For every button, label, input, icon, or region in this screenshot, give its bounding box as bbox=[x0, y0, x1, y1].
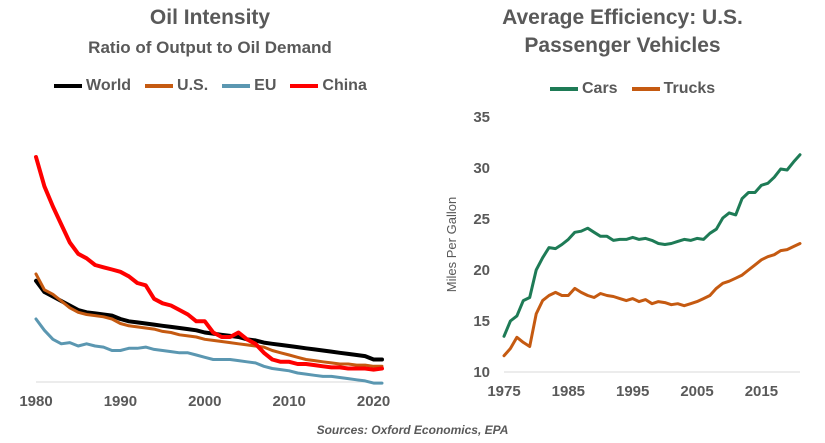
legend-label-china: China bbox=[322, 77, 367, 94]
y-tick-label: 35 bbox=[473, 109, 490, 126]
series-line-eu bbox=[34, 317, 384, 385]
y-axis-label: Miles Per Gallon bbox=[444, 197, 459, 292]
legend-item-eu: EU bbox=[222, 77, 276, 95]
legend-swatch-u-s bbox=[145, 84, 174, 88]
x-tick-label: 1995 bbox=[616, 383, 649, 400]
oil-intensity-chart: Oil Intensity Ratio of Output to Oil Dem… bbox=[0, 0, 420, 420]
oil-intensity-title: Oil Intensity bbox=[149, 6, 271, 29]
series-line-u-s bbox=[34, 272, 384, 368]
x-tick-label: 2010 bbox=[272, 393, 305, 410]
legend-swatch-china bbox=[290, 84, 319, 88]
vehicle-efficiency-plot: 1975 1985 1995 2005 2015 10 15 20 25 30 35 Miles Pe… bbox=[444, 109, 802, 400]
legend-label-trucks: Trucks bbox=[663, 80, 716, 97]
legend-swatch-cars bbox=[550, 87, 578, 91]
source-note: Sources: Oxford Economics, EPA bbox=[316, 423, 509, 437]
legend-swatch-eu bbox=[222, 84, 251, 88]
legend-label-world: World bbox=[86, 77, 132, 94]
x-tick-label: 1980 bbox=[19, 393, 52, 410]
y-tick-label: 30 bbox=[473, 160, 490, 177]
legend-item-trucks: Trucks bbox=[631, 80, 716, 98]
vehicle-efficiency-title-line-2: Passenger Vehicles bbox=[524, 34, 721, 57]
oil-intensity-subtitle: Ratio of Output to Oil Demand bbox=[88, 38, 332, 57]
y-tick-label: 20 bbox=[473, 262, 490, 279]
x-tick-label: 1975 bbox=[487, 383, 520, 400]
legend-label-u-s: U.S. bbox=[177, 77, 209, 94]
series-line-trucks bbox=[502, 242, 802, 358]
x-tick-label: 2005 bbox=[680, 383, 713, 400]
x-tick-label: 2015 bbox=[745, 383, 778, 400]
vehicle-efficiency-title-line-1: Average Efficiency: U.S. bbox=[502, 6, 743, 29]
legend-item-cars: Cars bbox=[550, 80, 618, 98]
vehicle-efficiency-chart: Average Efficiency: U.S. Passenger Vehic… bbox=[420, 0, 825, 420]
x-tick-label: 1990 bbox=[104, 393, 137, 410]
legend-item-u-s: U.S. bbox=[145, 77, 208, 95]
series-line-china bbox=[34, 155, 384, 372]
vehicle-efficiency-legend: Cars Trucks bbox=[550, 80, 729, 98]
x-tick-label: 1985 bbox=[552, 383, 585, 400]
legend-item-china: China bbox=[290, 77, 367, 95]
legend-item-world: World bbox=[54, 77, 131, 95]
y-tick-label: 15 bbox=[473, 313, 490, 330]
x-tick-label: 2000 bbox=[188, 393, 221, 410]
legend-label-cars: Cars bbox=[582, 80, 618, 97]
y-tick-label: 25 bbox=[473, 211, 490, 228]
oil-intensity-plot: 1980 1990 2000 2010 2020 bbox=[19, 155, 390, 410]
legend-label-eu: EU bbox=[254, 77, 277, 94]
series-line-cars bbox=[502, 153, 802, 338]
series-line-world bbox=[34, 278, 384, 362]
x-tick-label: 2020 bbox=[357, 393, 390, 410]
legend-swatch-world bbox=[54, 84, 82, 88]
y-tick-label: 10 bbox=[473, 364, 490, 381]
legend-swatch-trucks bbox=[631, 87, 660, 91]
oil-intensity-legend: World U.S. EU China bbox=[54, 77, 381, 95]
